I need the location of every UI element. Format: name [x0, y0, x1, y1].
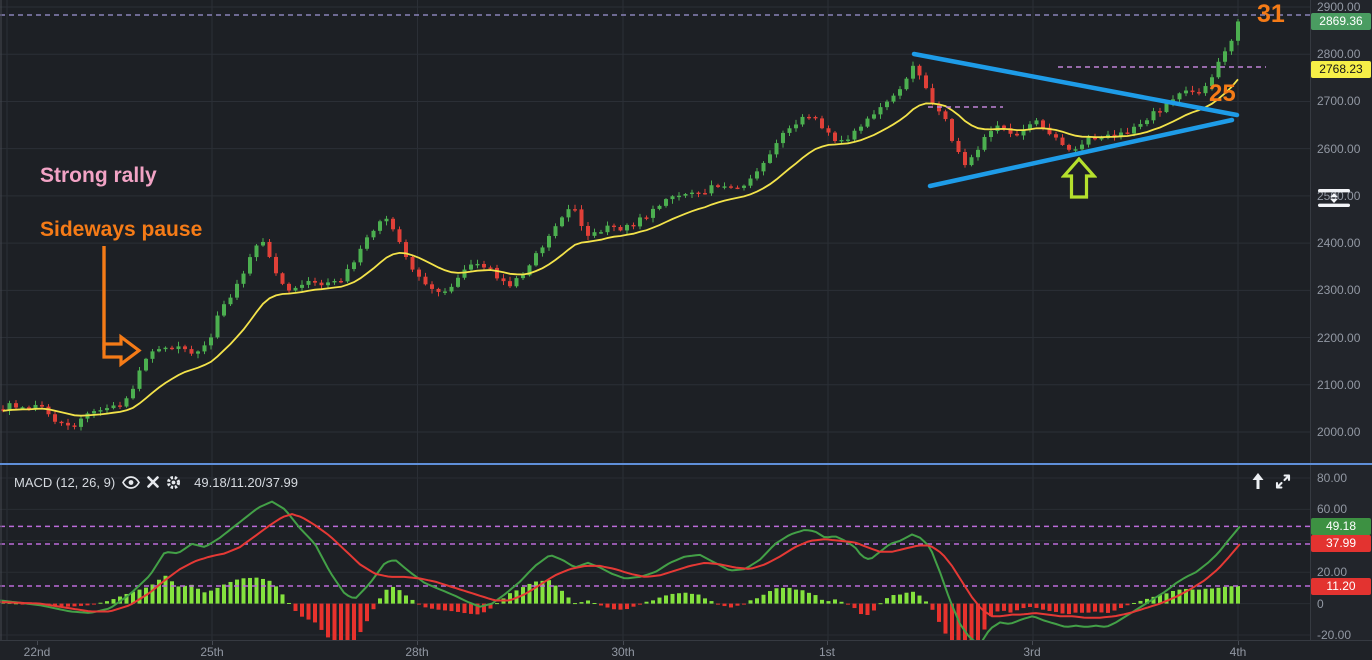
time-tick-label: 30th	[611, 645, 635, 659]
last-price-badge: 2869.36	[1311, 12, 1371, 30]
eye-icon[interactable]	[122, 475, 141, 489]
macd-value-badge: 49.18	[1311, 517, 1371, 535]
macd-values: 49.18/11.20/37.99	[194, 474, 299, 490]
ma-line[interactable]	[2, 78, 1239, 417]
orange-pointer-arrow[interactable]	[86, 246, 158, 372]
time-tick	[212, 641, 213, 645]
pennant-lower[interactable]	[927, 117, 1235, 189]
pennant-upper[interactable]	[911, 51, 1240, 118]
ma-value-badge: 2768.23	[1311, 60, 1371, 78]
macd-line[interactable]	[0, 500, 1241, 640]
macd-tick-label: 80.00	[1317, 471, 1348, 485]
window-left-edge	[0, 0, 2, 660]
move-pane-up-icon[interactable]	[1250, 473, 1266, 490]
macd-tick-label: -20.00	[1317, 628, 1352, 642]
green-up-arrow[interactable]	[1061, 157, 1097, 199]
time-tick	[1032, 641, 1033, 645]
time-tick-label: 3rd	[1023, 645, 1041, 659]
time-tick	[623, 641, 624, 645]
price-tick-label: 2700.00	[1317, 94, 1361, 109]
macd-header: MACD (12, 26, 9) 49.18/11.20/37.99	[14, 471, 298, 493]
time-tick-label: 4th	[1229, 645, 1247, 659]
chart-plot-area[interactable]	[0, 0, 1310, 640]
time-tick	[417, 641, 418, 645]
price-tick-label: 2100.00	[1317, 377, 1361, 392]
price-tick-label: 2900.00	[1317, 0, 1361, 14]
macd-tick-label: 20.00	[1317, 565, 1348, 580]
price-tick-label: 2000.00	[1317, 424, 1361, 439]
grid	[0, 0, 1310, 640]
time-tick-label: 22nd	[23, 645, 51, 659]
time-tick	[1238, 641, 1239, 645]
macd-value-badge: 11.20	[1311, 577, 1371, 595]
candlestick-series	[1, 19, 1240, 431]
price-tick-label: 2200.00	[1317, 330, 1361, 345]
annotation-count-25[interactable]: 25	[1209, 80, 1236, 107]
price-tick-label: 2600.00	[1317, 141, 1361, 156]
close-icon[interactable]	[147, 476, 159, 488]
price-tick-label: 2400.00	[1317, 236, 1361, 251]
macd-value-badge: 37.99	[1311, 535, 1371, 553]
macd-signal-line[interactable]	[0, 513, 1241, 619]
time-axis[interactable]: 22nd 25th 28th 30th 1st 3rd 4th	[0, 640, 1372, 660]
macd-histogram	[1, 575, 1240, 640]
macd-title: MACD (12, 26, 9)	[14, 474, 116, 490]
time-tick-label: 25th	[200, 645, 224, 659]
time-tick-label: 28th	[405, 645, 429, 659]
maximize-pane-icon[interactable]	[1275, 473, 1291, 490]
gear-icon[interactable]	[166, 475, 181, 490]
macd-tick-label: 60.00	[1317, 502, 1348, 517]
annotation-strong-rally[interactable]: Strong rally	[40, 164, 157, 187]
time-tick	[37, 641, 38, 645]
price-scale-drag-handle-icon[interactable]	[1317, 187, 1351, 214]
macd-tick-label: 0	[1317, 596, 1324, 611]
price-tick-label: 2300.00	[1317, 283, 1361, 298]
time-tick	[827, 641, 828, 645]
macd-pane-tools	[1250, 473, 1291, 490]
annotation-count-31[interactable]: 31	[1257, 0, 1285, 28]
pane-separator[interactable]	[0, 463, 1372, 465]
annotation-sideways-pause[interactable]: Sideways pause	[40, 218, 203, 241]
time-tick-label: 1st	[818, 645, 836, 659]
price-tick-label: 2800.00	[1317, 47, 1361, 62]
